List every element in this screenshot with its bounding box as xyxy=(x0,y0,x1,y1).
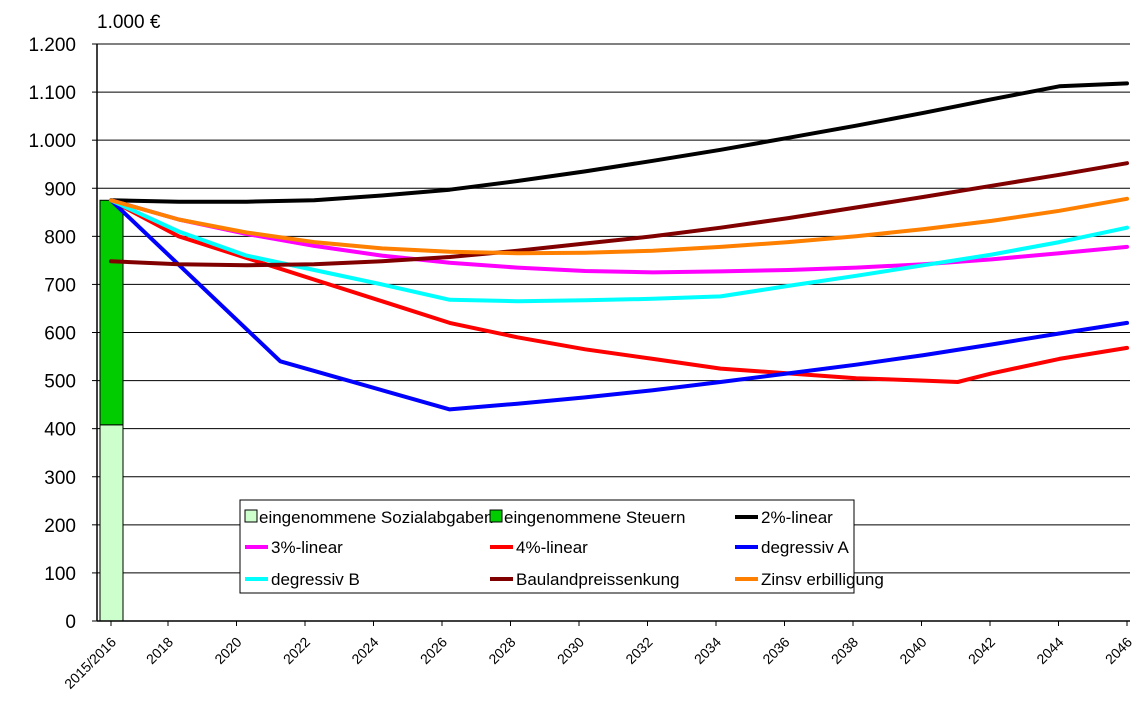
x-tick-label: 2018 xyxy=(143,634,176,667)
y-tick-label: 1.000 xyxy=(28,131,76,152)
legend: eingenommene Sozialabgaben eingenommene S… xyxy=(239,499,884,594)
legend-label: 4%-linear xyxy=(516,538,588,557)
legend-swatch xyxy=(244,509,258,523)
series-line xyxy=(109,161,1129,268)
legend-swatch xyxy=(489,509,503,523)
y-unit-label: 1.000 € xyxy=(97,12,161,33)
x-tick-label: 2040 xyxy=(896,634,929,667)
legend-label: Baulandpreissenkung xyxy=(516,570,680,589)
legend-label: 2%-linear xyxy=(761,508,833,527)
y-tick-label: 300 xyxy=(44,468,76,489)
y-tick-label: 500 xyxy=(44,372,76,393)
y-tick-label: 900 xyxy=(44,179,76,200)
series-line xyxy=(109,81,1129,204)
y-tick-label: 1.200 xyxy=(28,35,76,56)
x-tick-label: 2036 xyxy=(759,634,792,667)
gridlines xyxy=(97,43,1130,574)
y-tick-labels: 0 100 200 300 400 500 600 700 800 900 1.000 1.100 1.… xyxy=(28,35,76,633)
x-tick-label: 2034 xyxy=(691,634,724,667)
legend-label: eingenommene Steuern xyxy=(504,508,685,527)
bar-segment xyxy=(99,424,124,622)
x-tick-label: 2024 xyxy=(348,634,381,667)
y-tick-label: 400 xyxy=(44,420,76,441)
legend-label: 3%-linear xyxy=(271,538,343,557)
x-tick-label: 2022 xyxy=(280,634,313,667)
y-tick-label: 1.100 xyxy=(28,83,76,104)
series-line xyxy=(109,198,1129,412)
x-tick-label: 2046 xyxy=(1102,634,1135,667)
legend-label: degressiv B xyxy=(271,570,360,589)
y-tick-label: 800 xyxy=(44,227,76,248)
legend-label: eingenommene Sozialabgaben xyxy=(259,508,493,527)
x-tick-label: 2026 xyxy=(417,634,450,667)
y-tick-label: 200 xyxy=(44,516,76,537)
x-tick-label: 2044 xyxy=(1033,634,1066,667)
series-lines xyxy=(109,81,1129,412)
y-tick-label: 600 xyxy=(44,324,76,345)
series-line xyxy=(109,198,1129,384)
y-tick-label: 0 xyxy=(65,612,76,633)
x-tick-label: 2042 xyxy=(965,634,998,667)
x-tick-label: 2028 xyxy=(485,634,518,667)
x-tick-label: 2032 xyxy=(622,634,655,667)
x-tick-label: 2015/2016 xyxy=(61,634,119,692)
x-tick-labels: 2015/2016 2018 2020 2022 2024 2026 2028 2030 203… xyxy=(61,634,1135,692)
legend-label: degressiv A xyxy=(761,538,850,557)
axes xyxy=(92,43,1130,626)
x-tick-label: 2020 xyxy=(211,634,244,667)
x-tick-label: 2030 xyxy=(554,634,587,667)
bar-segment xyxy=(99,199,124,426)
series-line xyxy=(109,196,1129,256)
y-tick-label: 100 xyxy=(44,564,76,585)
legend-label: Zinsv erbilligung xyxy=(761,570,884,589)
x-tick-label: 2038 xyxy=(828,634,861,667)
y-tick-label: 700 xyxy=(44,275,76,296)
